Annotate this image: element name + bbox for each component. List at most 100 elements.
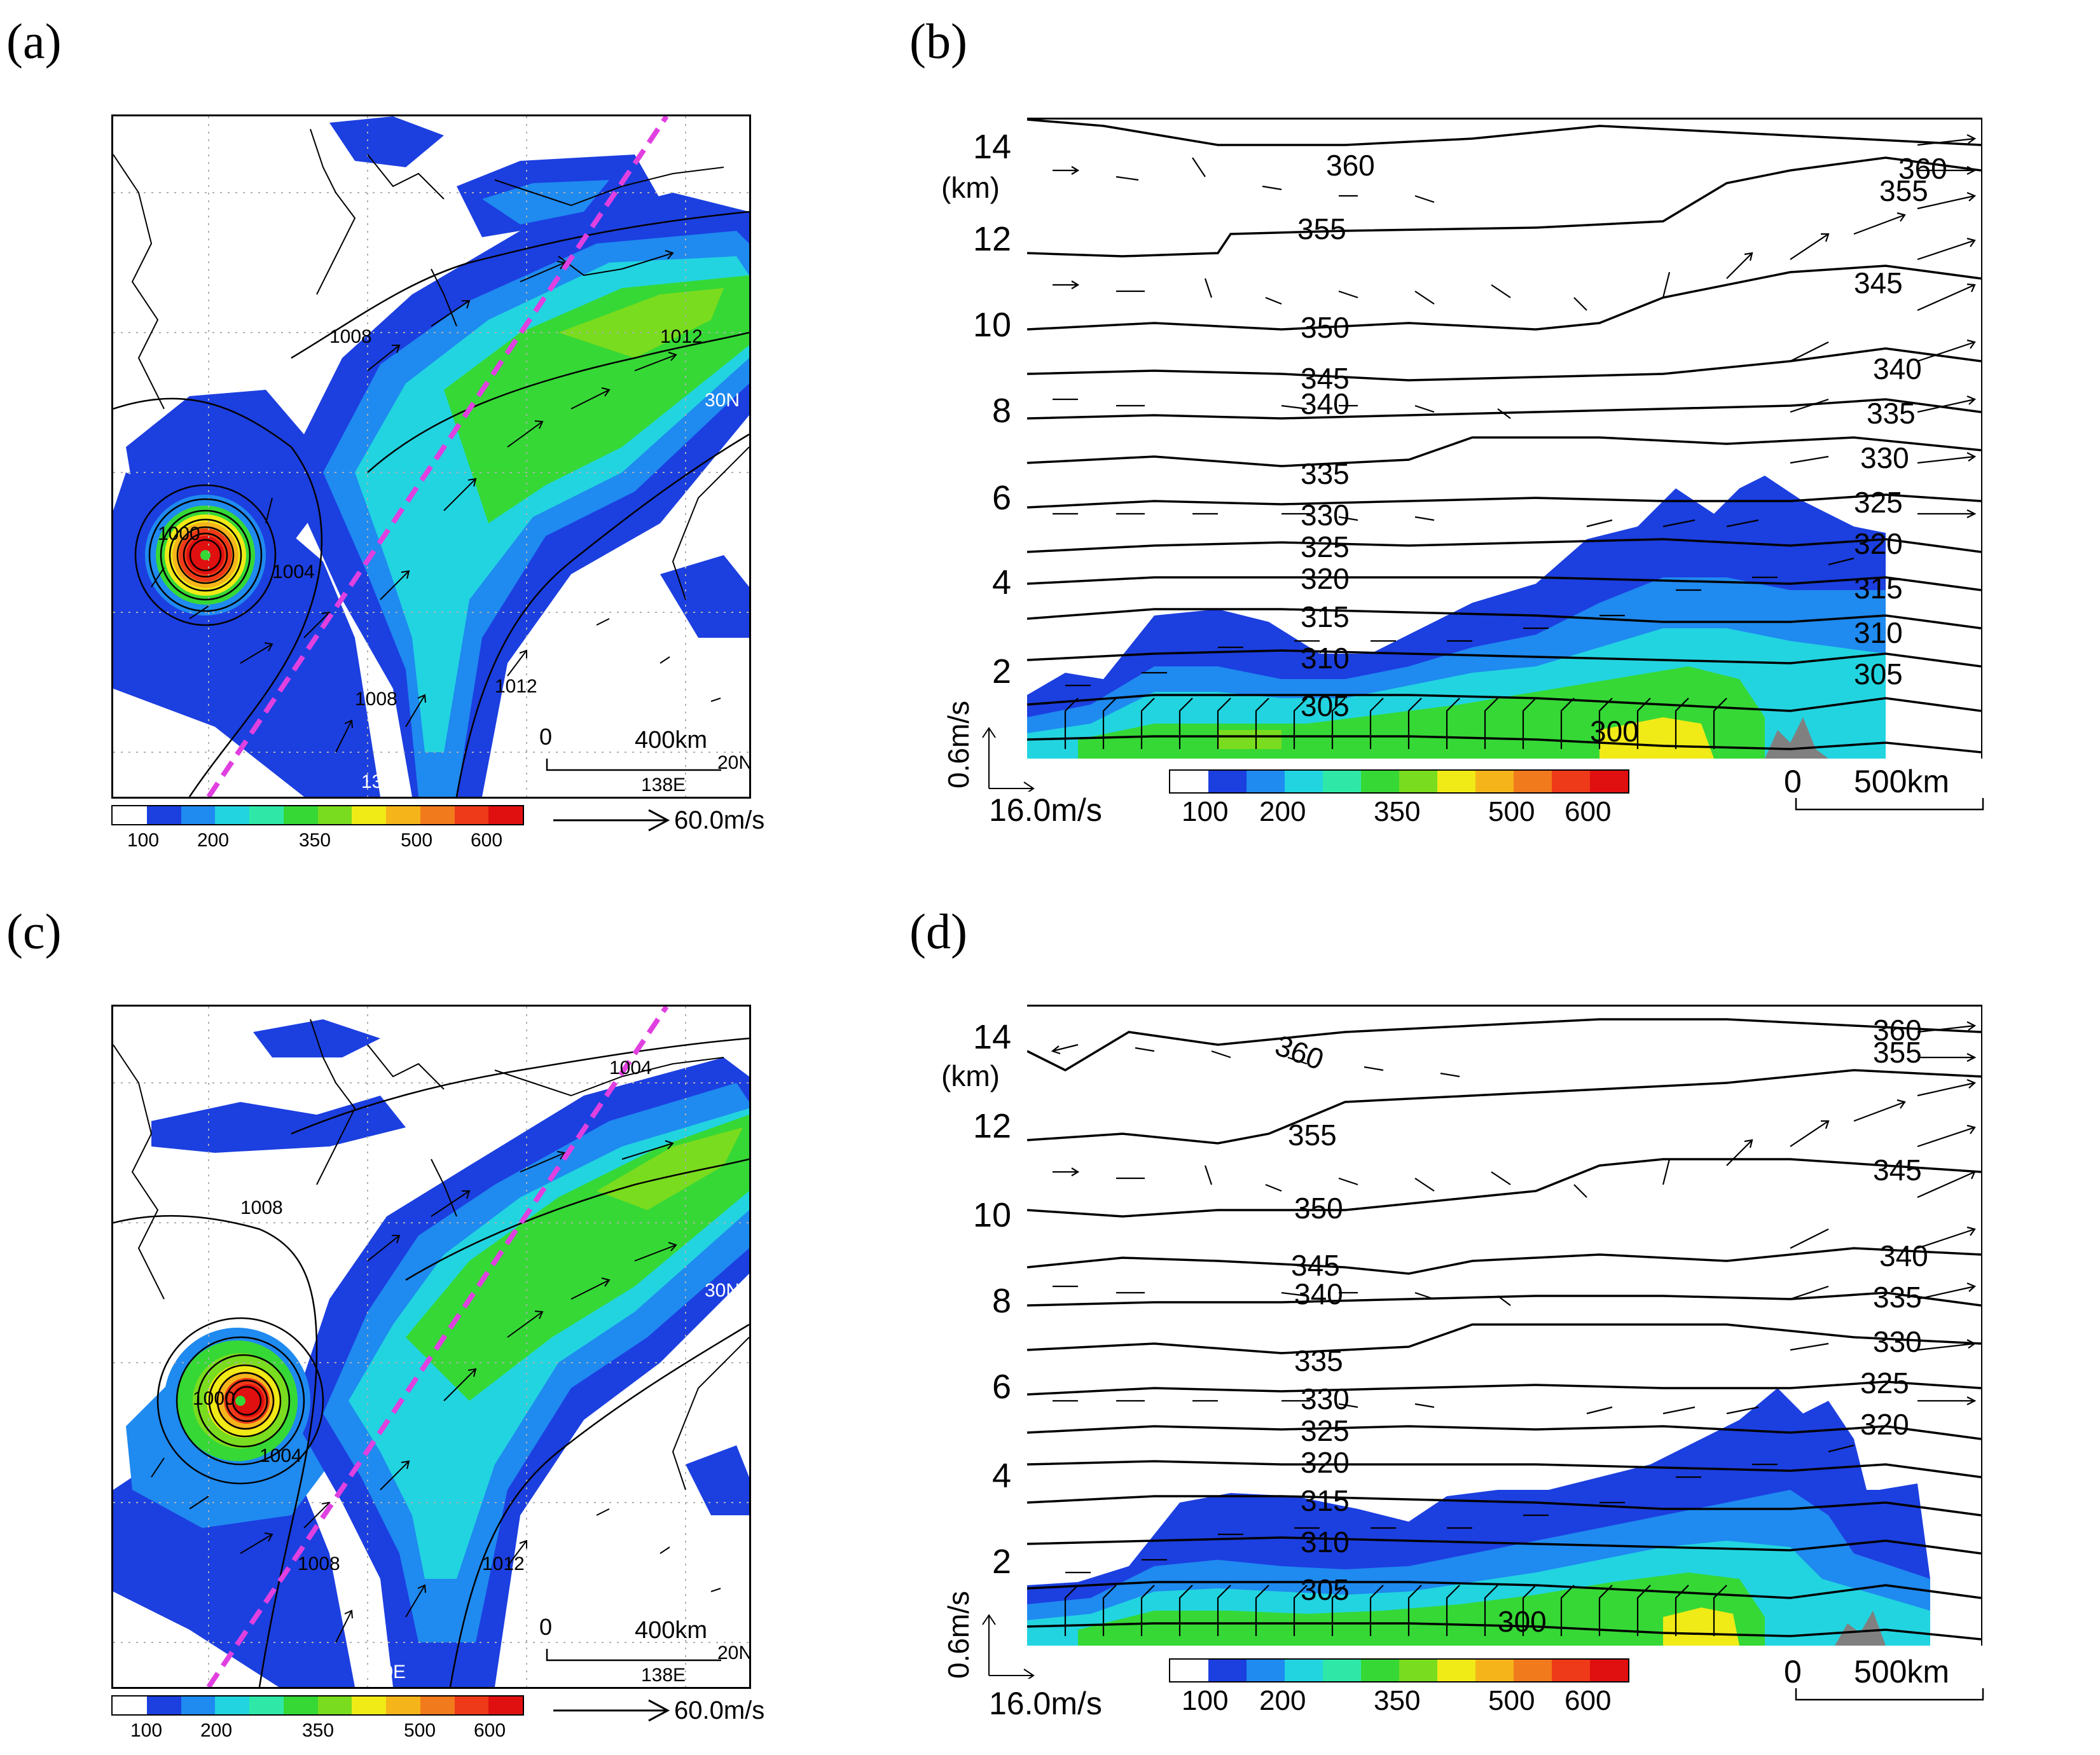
map-a-svg: [113, 116, 749, 797]
isentrope-label: 315: [1854, 572, 1903, 605]
condensate-shading-b: [1027, 476, 1886, 759]
isentrope-label: 325: [1301, 530, 1350, 563]
scale-bar-b: [1795, 798, 1984, 811]
panel-label-c: (c): [6, 904, 62, 959]
y-tick: 2: [991, 652, 1011, 691]
panel-label-a: (a): [6, 13, 62, 69]
scale-bar-a: [546, 759, 721, 771]
isobars-c: [113, 1037, 749, 1687]
isentrope-label: 310: [1301, 642, 1350, 675]
isentrope-label: 320: [1854, 527, 1903, 560]
horiz-ref-label: 16.0m/s: [989, 1686, 1102, 1721]
colorbar-tick: 350: [302, 1720, 335, 1741]
lat-label: 20N: [717, 1642, 751, 1663]
colorbar-tick: 500: [1488, 796, 1535, 827]
wind-vectors-b: [1053, 134, 1977, 749]
precip-shading-a: [113, 116, 749, 797]
y-unit: (km): [941, 171, 1000, 204]
colorbar-a: [111, 805, 524, 825]
scale-bar-c: [546, 1649, 721, 1662]
panel-label-b: (b): [909, 13, 967, 69]
colorbar-tick: 500: [404, 1720, 436, 1741]
scale-zero: 0: [1784, 764, 1802, 799]
lon-label: 138E: [641, 774, 686, 795]
isentrope-label: 355: [1297, 212, 1346, 245]
y-tick: 4: [991, 1457, 1011, 1495]
ref-vector-label: 60.0m/s: [674, 1697, 765, 1724]
isobar-label: 1000: [193, 1388, 235, 1409]
lat-label: 30N: [705, 390, 740, 411]
colorbar-tick: 600: [1565, 796, 1612, 827]
colorbar-tick: 100: [1182, 796, 1229, 827]
isentrope-label: 330: [1873, 1325, 1922, 1358]
ref-vector-axes-d: [982, 1614, 1035, 1679]
isobar-label: 1004: [609, 1057, 652, 1078]
isentrope-label: 300: [1498, 1605, 1547, 1638]
isobar-label: 1004: [259, 1445, 302, 1466]
isentrope-label: 345: [1291, 1249, 1340, 1282]
section-b-svg: [1027, 120, 1981, 759]
isobar-label: 1008: [240, 1197, 283, 1218]
colorbar-tick: 350: [299, 830, 331, 851]
isentrope-label: 350: [1294, 1192, 1343, 1225]
isobars-a: [113, 210, 749, 797]
scale-zero: 0: [1784, 1654, 1802, 1690]
colorbar-tick: 100: [127, 830, 160, 851]
section-d-svg: [1027, 1018, 1981, 1646]
y-tick: 6: [991, 1368, 1011, 1406]
isentrope-label: 340: [1873, 352, 1922, 385]
isobar-label: 1008: [329, 326, 372, 347]
precip-shading-c: [113, 1019, 749, 1687]
ref-vector-arrow-c: [553, 1699, 670, 1722]
isentrope-label: 320: [1301, 1446, 1350, 1479]
wind-vectors-a: [151, 250, 721, 753]
colorbar-tick: 200: [1259, 1685, 1306, 1716]
isentrope-label: 335: [1873, 1281, 1922, 1314]
isentrope-label: 360: [1326, 149, 1375, 182]
isentrope-label: 315: [1301, 1484, 1350, 1517]
colorbar-tick: 600: [474, 1720, 506, 1741]
colorbar-d: [1169, 1658, 1629, 1683]
isentrope-label: 355: [1879, 174, 1928, 207]
isentrope-label: 320: [1301, 562, 1350, 595]
lon-label: 130E: [361, 771, 406, 792]
isentropes-b: [1027, 120, 1981, 754]
isobar-label: 1008: [355, 689, 397, 710]
y-tick: 8: [991, 1282, 1011, 1320]
isentrope-label: 300: [1590, 715, 1639, 748]
isentrope-label: 335: [1294, 1344, 1343, 1377]
colorbar-c: [111, 1695, 524, 1716]
lon-label: 130E: [361, 1662, 406, 1683]
isobar-label: 1008: [298, 1553, 340, 1574]
isentrope-label: 345: [1301, 362, 1350, 395]
lon-label: 138E: [641, 1665, 686, 1686]
y-tick: 12: [972, 220, 1011, 258]
colorbar-tick: 200: [200, 1720, 233, 1741]
ref-vector-label: 60.0m/s: [674, 806, 765, 834]
section-panel-b: 360 355 350 345 340 335 330 325 320 315 …: [1027, 118, 1982, 759]
y-tick: 6: [991, 479, 1011, 517]
vertical-arrow-columns-d: [1064, 1444, 1855, 1636]
isentrope-label: 330: [1301, 499, 1350, 532]
isentrope-label: 310: [1301, 1525, 1350, 1559]
panel-label-d: (d): [909, 904, 967, 959]
vertical-arrow-columns-b: [1064, 557, 1855, 749]
colorbar-tick: 100: [130, 1720, 163, 1741]
y-tick: 14: [972, 1018, 1011, 1056]
ref-vector-axes-b: [982, 727, 1035, 792]
colorbar-tick: 350: [1374, 1685, 1421, 1716]
scale-zero: 0: [539, 1614, 553, 1640]
colorbar-tick: 500: [401, 830, 433, 851]
isentrope-label: 330: [1301, 1382, 1350, 1415]
coastlines-c: [113, 1019, 749, 1490]
isentrope-label: 340: [1879, 1239, 1928, 1272]
isentrope-label: 360: [1898, 152, 1947, 185]
colorbar-tick: 600: [1565, 1685, 1612, 1716]
colorbar-tick: 200: [197, 830, 230, 851]
isentrope-label: 305: [1854, 657, 1903, 691]
colorbar-tick: 600: [471, 830, 503, 851]
colorbar-b: [1169, 769, 1629, 794]
isentrope-label: 325: [1301, 1414, 1350, 1447]
y-tick: 8: [991, 392, 1011, 430]
y-unit: (km): [941, 1059, 1000, 1092]
